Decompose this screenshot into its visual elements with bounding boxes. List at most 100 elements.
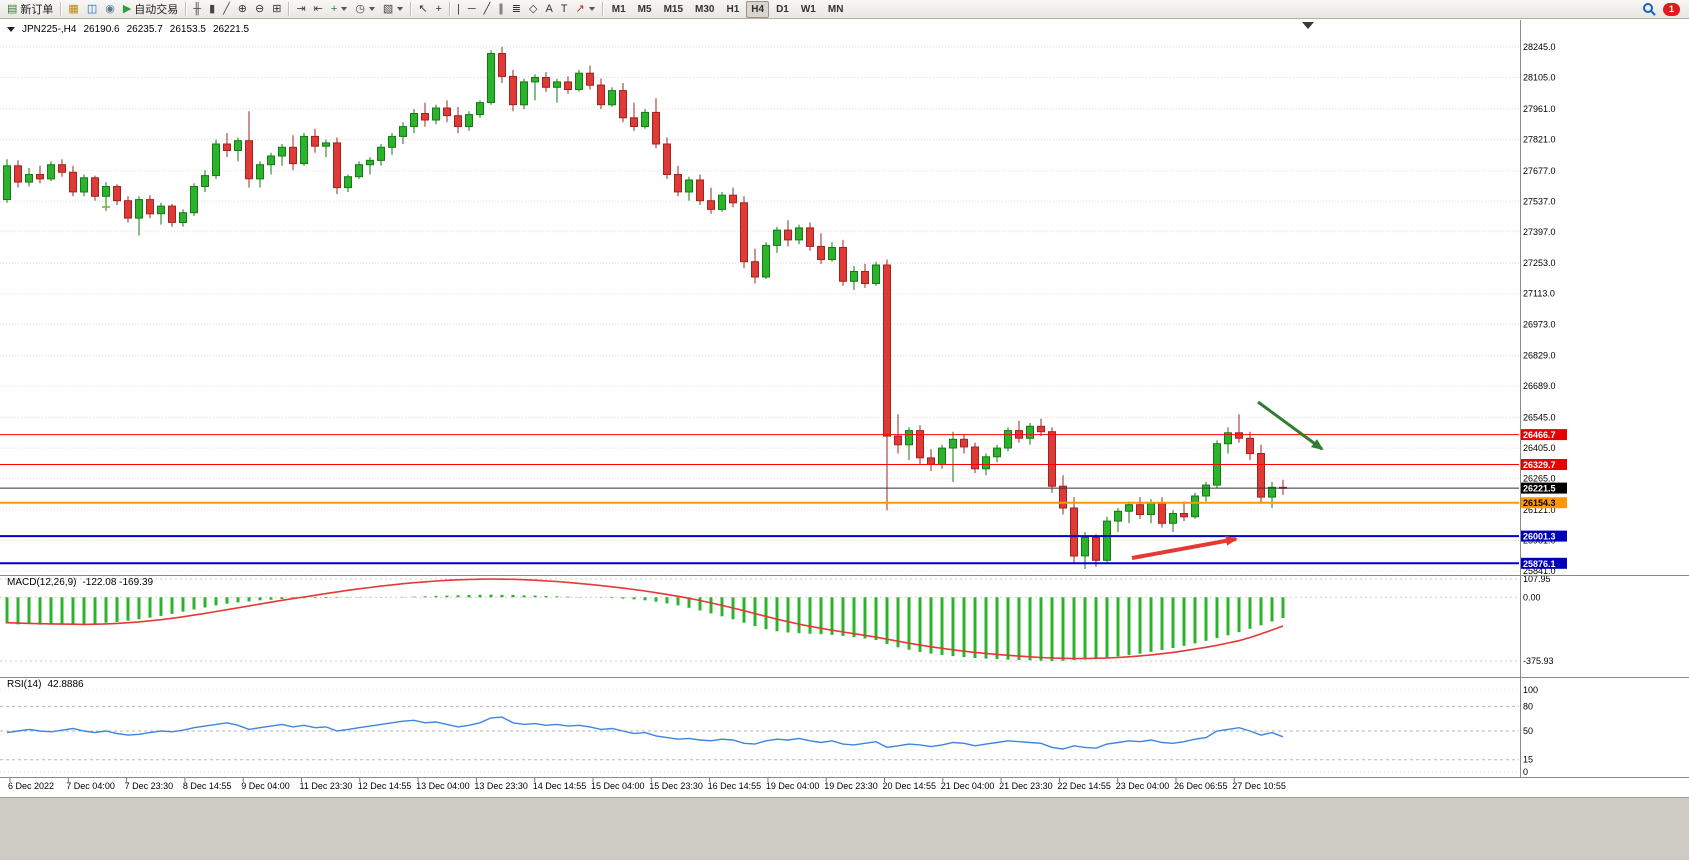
zoom-in-icon: ⊕ [237, 2, 247, 15]
fibonacci-button[interactable]: ≣ [508, 1, 525, 18]
chart-shift-marker[interactable] [1302, 22, 1314, 29]
svg-text:107.95: 107.95 [1523, 574, 1551, 584]
alerts-button[interactable]: ◉ [101, 1, 119, 18]
chevron-down-icon [588, 7, 595, 11]
zoom-in-button[interactable]: ⊕ [234, 1, 251, 18]
timeframe-w1-button[interactable]: W1 [800, 3, 816, 15]
svg-text:22 Dec 14:55: 22 Dec 14:55 [1057, 781, 1111, 791]
price-tag: 25876.1 [1523, 559, 1556, 569]
horizontal-line-icon: ─ [467, 2, 476, 15]
panel-separators[interactable] [0, 20, 1689, 778]
toolbar-separator [185, 2, 187, 16]
timeframe-buttons: M1 M5 M15 M30 H1 H4 D1 W1 MN [606, 0, 850, 18]
horizontal-price-levels[interactable]: 26466.7 26329.7 26221.5 26154.3 26001.3 25876… [0, 429, 1567, 569]
svg-text:23 Dec 04:00: 23 Dec 04:00 [1116, 781, 1170, 791]
macd-panel: 107.95 0.00 -375.93 [0, 574, 1554, 666]
crosshair-button[interactable]: + [432, 1, 446, 18]
svg-text:0: 0 [1523, 767, 1528, 777]
svg-text:13 Dec 23:30: 13 Dec 23:30 [474, 781, 528, 791]
toolbar-separator [448, 2, 450, 16]
templates-icon: ▧ [382, 2, 394, 15]
auto-scroll-button[interactable]: ⇥ [292, 1, 309, 18]
periods-icon: ◷ [355, 2, 365, 15]
chevron-down-icon [397, 7, 404, 11]
bar-chart-type-button[interactable]: ╫ [189, 1, 205, 18]
chart-shift-button[interactable]: ⇤ [310, 1, 327, 18]
timeframe-m5-button[interactable]: M5 [637, 3, 652, 15]
text-icon: A [545, 2, 553, 15]
templates-button[interactable]: ▧ [379, 1, 407, 18]
price-grid: 28245.0 28105.0 27961.0 27821.0 27677.0 27537… [0, 42, 1556, 576]
svg-text:26973.0: 26973.0 [1523, 319, 1556, 329]
rsi-name: RSI(14) [7, 679, 42, 690]
cursor-button[interactable]: ↖ [414, 1, 431, 18]
new-order-button-label: 新订单 [20, 4, 54, 16]
timeframe-m1-button[interactable]: M1 [611, 3, 626, 15]
channel-icon: ∥ [498, 2, 504, 15]
chart-header: JPN225-,H4 26190.6 26235.7 26153.5 26221… [7, 24, 249, 35]
price-tag: 26001.3 [1523, 532, 1556, 542]
profiles-button[interactable]: ◫ [83, 1, 101, 18]
shapes-button[interactable]: ◇ [525, 1, 541, 18]
line-chart-type-button[interactable]: ╱ [219, 1, 234, 18]
svg-text:26689.0: 26689.0 [1523, 381, 1556, 391]
macd-label: MACD(12,26,9) -122.08 -169.39 [7, 577, 153, 588]
green-down-arrow[interactable] [1257, 400, 1324, 451]
svg-text:100: 100 [1523, 685, 1538, 695]
indicators-button[interactable]: + [327, 1, 351, 18]
svg-text:15 Dec 23:30: 15 Dec 23:30 [649, 781, 703, 791]
chevron-down-icon [341, 7, 348, 11]
timeframe-m30-button[interactable]: M30 [695, 3, 715, 15]
svg-text:19 Dec 23:30: 19 Dec 23:30 [824, 781, 878, 791]
charts-button[interactable]: ▦ [64, 1, 82, 18]
svg-text:27253.0: 27253.0 [1523, 258, 1556, 268]
svg-text:26265.0: 26265.0 [1523, 474, 1556, 484]
timeframe-mn-button[interactable]: MN [827, 3, 844, 15]
timeframe-m15-button[interactable]: M15 [663, 3, 684, 15]
zoom-out-button[interactable]: ⊖ [251, 1, 268, 18]
autotrading-button-label: 自动交易 [134, 4, 179, 16]
vertical-line-button[interactable]: | [453, 1, 464, 18]
toolbar-separator [60, 2, 62, 16]
trendline-button[interactable]: ╱ [480, 1, 495, 18]
arrows-button[interactable]: ↗ [572, 1, 599, 18]
rsi-label: RSI(14) 42.8886 [7, 679, 84, 690]
rsi-panel: 100 80 50 15 0 [0, 685, 1538, 777]
timeframe-h4-button[interactable]: H4 [746, 0, 770, 18]
svg-text:14 Dec 14:55: 14 Dec 14:55 [533, 781, 587, 791]
svg-text:13 Dec 04:00: 13 Dec 04:00 [416, 781, 470, 791]
crosshair-icon: + [435, 2, 442, 15]
candlestick-chart-type-button[interactable]: ▮ [205, 1, 219, 18]
auto-scroll-icon: ⇥ [296, 2, 306, 15]
svg-text:27961.0: 27961.0 [1523, 104, 1556, 114]
svg-text:15 Dec 04:00: 15 Dec 04:00 [591, 781, 645, 791]
new-order-button[interactable]: ▤ 新订单 [3, 1, 57, 18]
macd-name: MACD(12,26,9) [7, 577, 77, 588]
horizontal-line-button[interactable]: ─ [464, 1, 480, 18]
ohlc-close: 26221.5 [212, 24, 250, 35]
channel-button[interactable]: ∥ [494, 1, 508, 18]
autotrading-button[interactable]: ▶ 自动交易 [119, 1, 182, 18]
chart-dropdown-icon[interactable] [7, 27, 15, 32]
chart-annotations[interactable] [102, 203, 1324, 560]
tile-windows-button[interactable]: ⊞ [268, 1, 285, 18]
text-label-button[interactable]: T [557, 1, 572, 18]
timeframe-d1-button[interactable]: D1 [776, 3, 789, 15]
svg-text:20 Dec 14:55: 20 Dec 14:55 [883, 781, 937, 791]
rsi-value: 42.8886 [47, 679, 84, 690]
red-up-arrow[interactable] [1131, 535, 1238, 560]
periods-button[interactable]: ◷ [351, 1, 379, 18]
svg-text:50: 50 [1523, 726, 1533, 736]
candlestick-series [3, 47, 1287, 569]
timeframe-h1-button[interactable]: H1 [726, 3, 740, 15]
svg-text:7 Dec 04:00: 7 Dec 04:00 [66, 781, 115, 791]
notification-badge[interactable]: 1 [1663, 2, 1680, 16]
candlestick-chart-type-icon: ▮ [209, 2, 216, 15]
text-button[interactable]: A [541, 1, 556, 18]
new-order-icon: ▤ [7, 2, 18, 15]
svg-text:27537.0: 27537.0 [1523, 196, 1556, 206]
profiles-icon: ◫ [86, 2, 98, 15]
svg-text:21 Dec 23:30: 21 Dec 23:30 [999, 781, 1053, 791]
search-icon[interactable] [1642, 2, 1656, 16]
